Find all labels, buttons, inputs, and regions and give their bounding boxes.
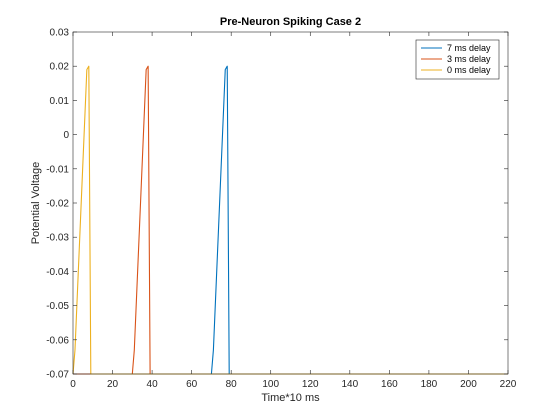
x-tick-label: 40 xyxy=(147,379,159,390)
x-tick-label: 160 xyxy=(381,379,398,390)
x-axis-label: Time*10 ms xyxy=(261,392,320,404)
y-tick-label: -0.03 xyxy=(46,233,69,244)
x-tick-label: 80 xyxy=(226,379,238,390)
y-tick-label: 0.03 xyxy=(50,28,70,39)
x-tick-label: 120 xyxy=(302,379,319,390)
y-tick-label: 0 xyxy=(63,130,69,141)
x-tick-label: 180 xyxy=(421,379,438,390)
x-tick-label: 0 xyxy=(70,379,76,390)
x-tick-label: 100 xyxy=(262,379,279,390)
y-axis-label: Potential Voltage xyxy=(30,162,42,245)
y-tick-label: -0.02 xyxy=(46,199,69,210)
y-axis: -0.07 -0.06 -0.05 -0.04 -0.03 -0.02 -0.01 0 0.01… xyxy=(46,28,508,381)
plot-area xyxy=(73,32,508,374)
x-tick-label: 220 xyxy=(500,379,517,390)
y-tick-label: -0.06 xyxy=(46,335,69,346)
x-tick-label: 20 xyxy=(107,379,119,390)
x-tick-label: 140 xyxy=(341,379,358,390)
y-tick-label: -0.07 xyxy=(46,370,69,381)
y-tick-label: -0.04 xyxy=(46,267,69,278)
y-tick-label: 0.02 xyxy=(50,62,70,73)
chart-title: Pre-Neuron Spiking Case 2 xyxy=(220,16,361,28)
y-tick-label: -0.05 xyxy=(46,301,69,312)
legend-label: 0 ms delay xyxy=(447,65,491,75)
y-tick-label: 0.01 xyxy=(50,96,70,107)
x-tick-label: 60 xyxy=(186,379,198,390)
legend-label: 7 ms delay xyxy=(447,43,491,53)
x-tick-label: 200 xyxy=(460,379,477,390)
legend-label: 3 ms delay xyxy=(447,54,491,64)
x-axis: 0 20 40 60 80 100 120 140 160 180 200 220 xyxy=(70,32,517,390)
y-tick-label: -0.01 xyxy=(46,164,69,175)
